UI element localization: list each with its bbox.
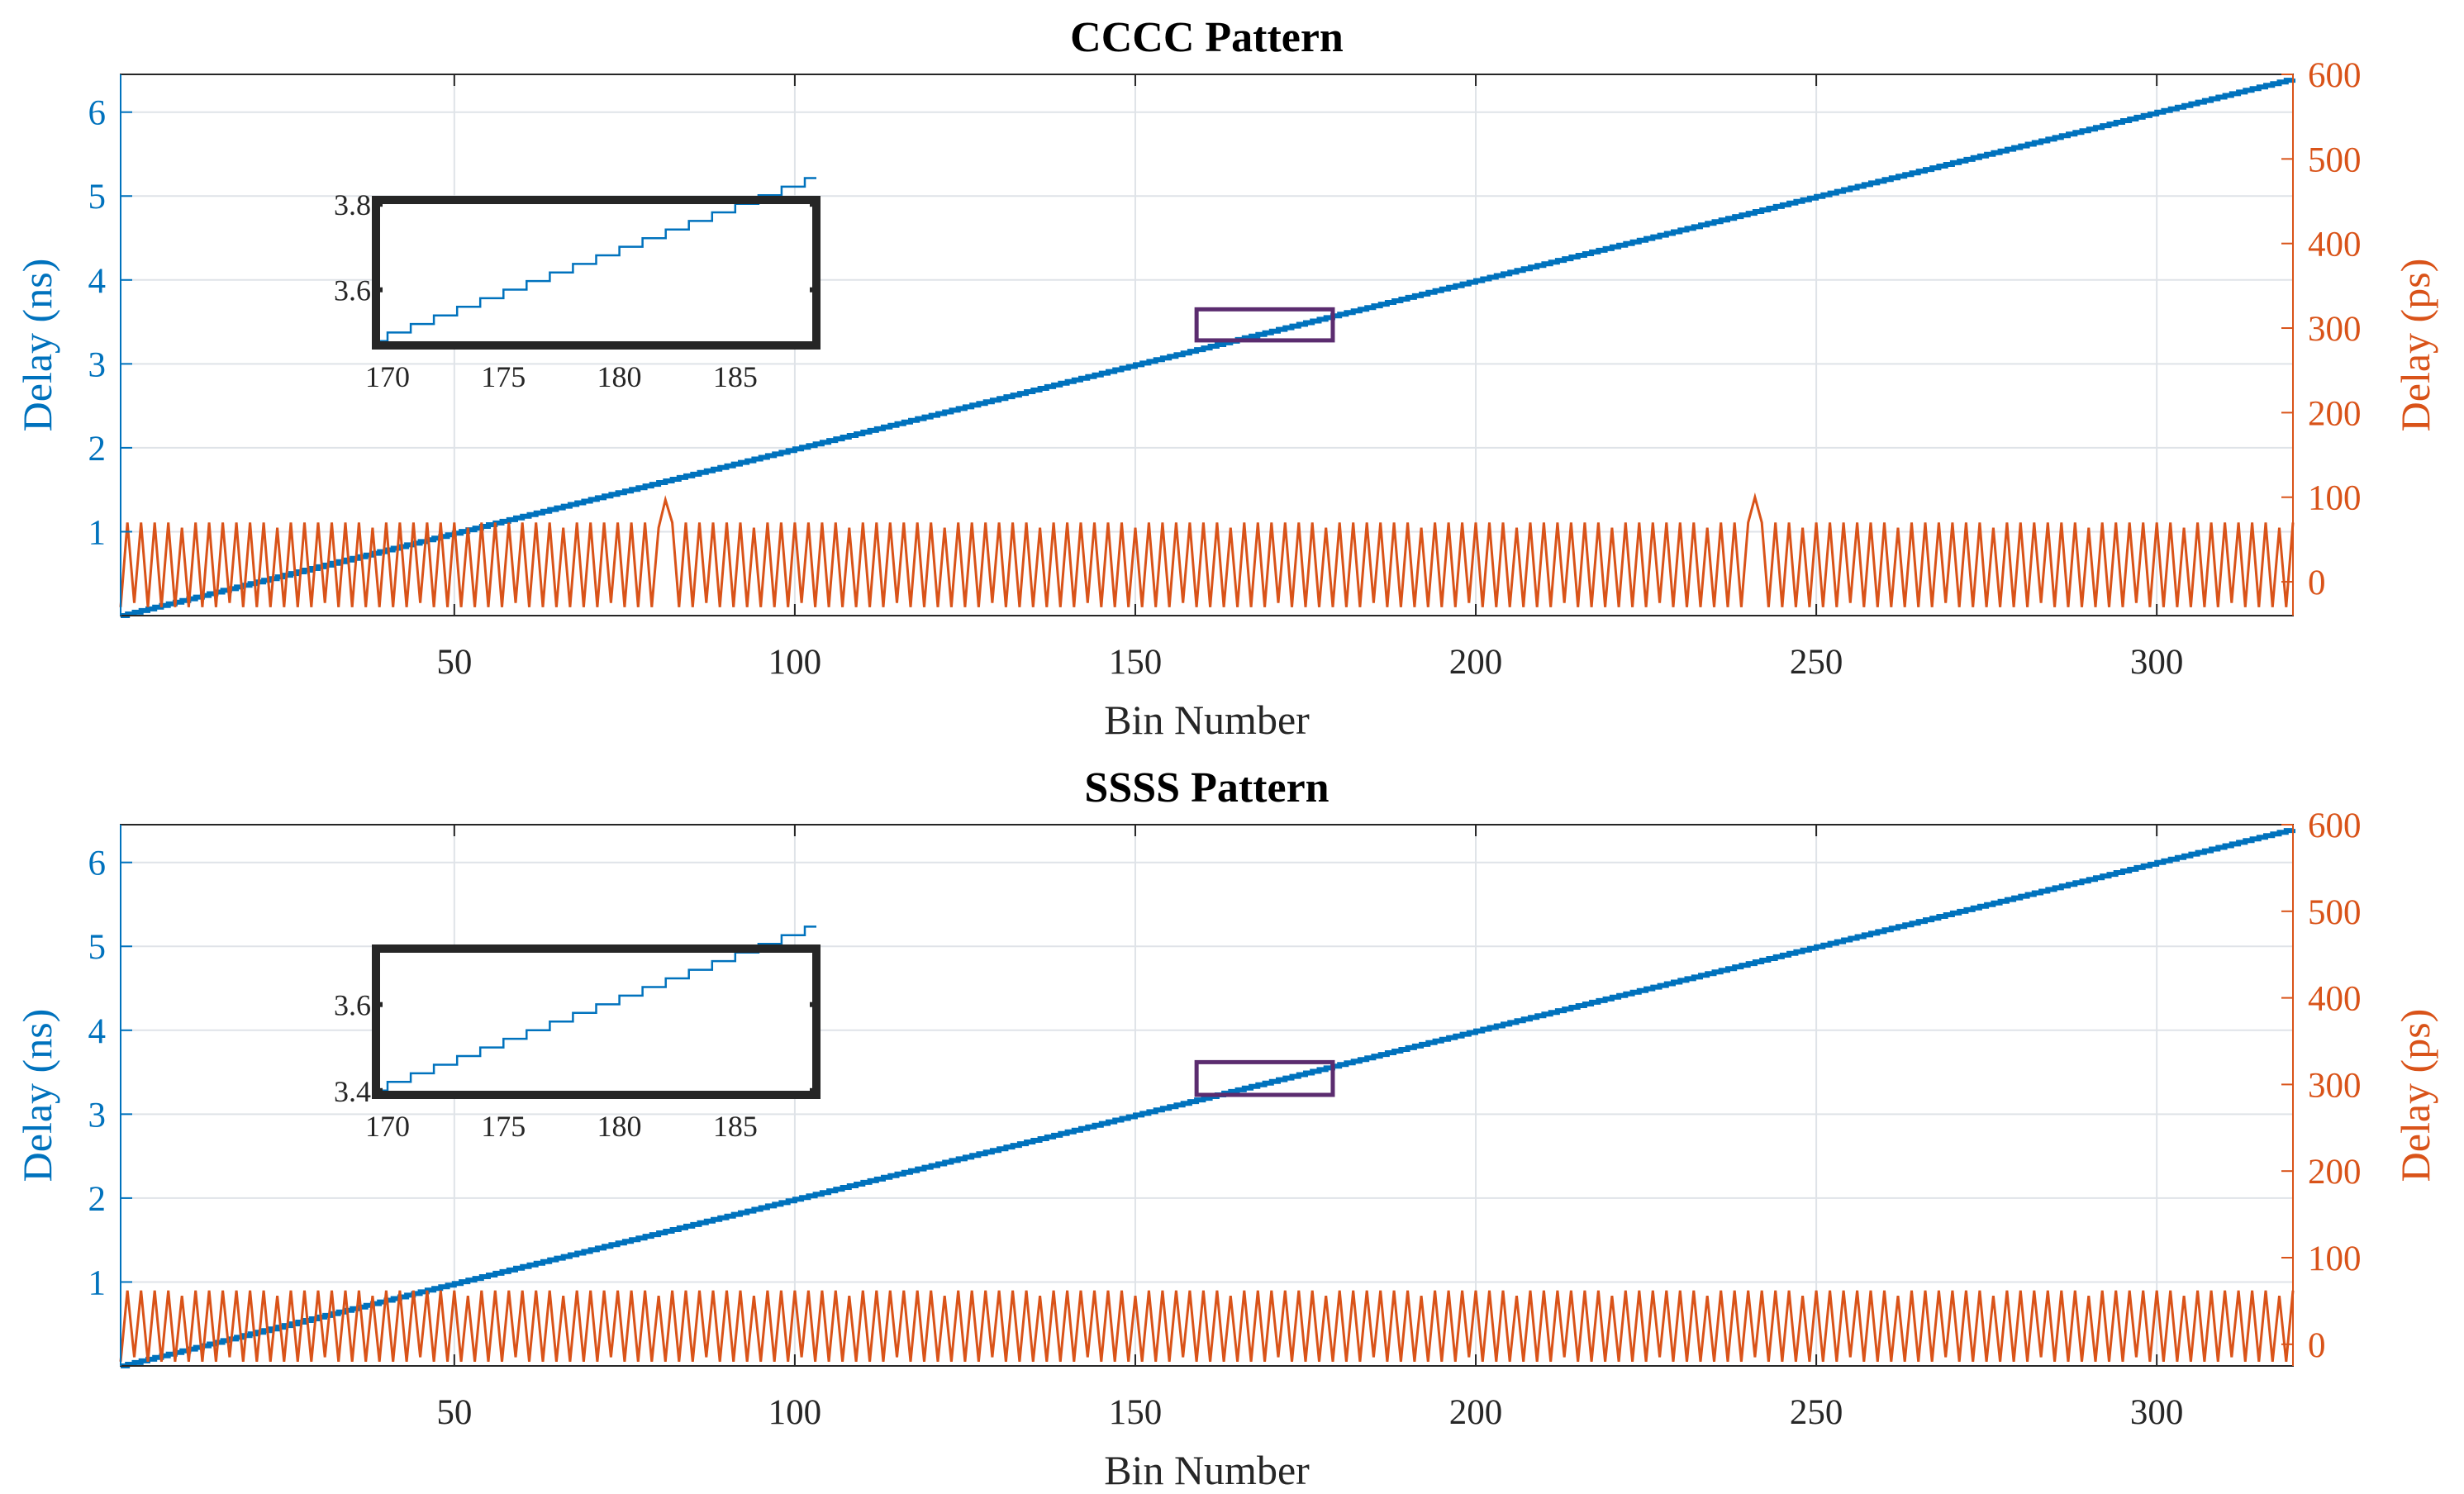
x-tick-label: 200 (1449, 1393, 1503, 1432)
x-tick-label: 50 (436, 1393, 472, 1432)
inset-x-tick-label: 175 (481, 1110, 526, 1143)
y-left-axis-label: Delay (ns) (14, 1009, 60, 1182)
zoom-highlight-box (1194, 1059, 1335, 1097)
inset-y-tick-label: 3.6 (334, 989, 371, 1022)
y-right-tick-label: 200 (2308, 1153, 2362, 1192)
y-right-tick-label: 100 (2308, 1239, 2362, 1278)
y-left-tick-label: 6 (88, 845, 107, 883)
x-tick-label: 100 (768, 643, 822, 682)
delay-ps-sawtooth-line (119, 1290, 2295, 1362)
y-right-tick-label: 0 (2308, 564, 2326, 602)
inset-y-tick-label: 3.8 (334, 188, 371, 221)
x-tick-label: 100 (768, 1393, 822, 1432)
y-right-tick-label: 300 (2308, 1066, 2362, 1105)
x-tick-label: 150 (1109, 1393, 1163, 1432)
inset-y-tick-label: 3.6 (334, 274, 371, 307)
inset-x-tick-label: 170 (365, 360, 410, 393)
y-right-tick-label: 300 (2308, 310, 2362, 349)
x-tick-label: 250 (1790, 643, 1843, 682)
y-left-tick-label: 1 (88, 513, 107, 552)
y-left-tick-label: 4 (88, 262, 107, 301)
y-right-tick-label: 0 (2308, 1326, 2326, 1365)
inset-x-tick-label: 170 (365, 1110, 410, 1143)
y-right-tick-label: 500 (2308, 893, 2362, 932)
y-left-tick-label: 5 (88, 928, 107, 967)
inset-background (376, 949, 816, 1095)
y-right-tick-label: 400 (2308, 980, 2362, 1019)
x-tick-label: 300 (2130, 643, 2184, 682)
delay-ns-staircase-line (121, 828, 2295, 1368)
inset-zoom: 170 175 180 185 3.6 3.8 (334, 177, 821, 393)
x-tick-label: 150 (1109, 643, 1163, 682)
inset-zoom: 170 175 180 185 3.4 3.6 (334, 925, 821, 1143)
inset-frame (372, 944, 821, 1099)
inset-frame (372, 196, 821, 350)
y-right-tick-label: 600 (2308, 56, 2362, 95)
chart-title: CCCC Pattern (1070, 14, 1344, 61)
zoom-highlight-box (1194, 307, 1335, 343)
delay-ns-staircase-line (121, 78, 2295, 618)
y-right-axis-label: Delay (ps) (2392, 259, 2438, 432)
y-left-axis-label: Delay (ns) (14, 259, 60, 432)
chart-title: SSSS Pattern (1084, 764, 1329, 811)
inset-x-tick-label: 180 (597, 1110, 642, 1143)
y-left-tick-label: 2 (88, 1180, 107, 1219)
y-right-tick-label: 500 (2308, 140, 2362, 179)
y-right-axis-label: Delay (ps) (2392, 1009, 2438, 1182)
y-right-tick-label: 600 (2308, 806, 2362, 845)
inset-x-tick-label: 185 (713, 360, 758, 393)
y-left-tick-label: 6 (88, 94, 107, 133)
inset-x-tick-label: 180 (597, 360, 642, 393)
x-axis-label: Bin Number (1104, 1447, 1310, 1493)
x-tick-label: 50 (436, 643, 472, 682)
y-left-tick-label: 1 (88, 1263, 107, 1302)
inset-background (376, 200, 816, 345)
x-tick-label: 250 (1790, 1393, 1843, 1432)
y-left-tick-label: 3 (88, 345, 107, 384)
y-left-tick-label: 3 (88, 1096, 107, 1135)
y-right-tick-label: 100 (2308, 479, 2362, 518)
y-left-tick-label: 5 (88, 178, 107, 216)
y-left-tick-label: 2 (88, 430, 107, 469)
chart-panel-1: 50 100 150 200 250 300 1 2 3 4 5 6 0 100 200 300 400 500 6… (14, 14, 2438, 743)
y-right-tick-label: 400 (2308, 226, 2362, 264)
chart-panel-2: 50 100 150 200 250 300 1 2 3 4 5 6 0 100 200 300 400 500 6… (14, 764, 2438, 1493)
y-right-tick-label: 200 (2308, 394, 2362, 433)
x-axis-label: Bin Number (1104, 697, 1310, 743)
y-left-tick-label: 4 (88, 1012, 107, 1051)
x-tick-label: 200 (1449, 643, 1503, 682)
inset-x-tick-label: 185 (713, 1110, 758, 1143)
inset-y-tick-label: 3.4 (334, 1075, 371, 1108)
inset-x-tick-label: 175 (481, 360, 526, 393)
delay-ps-sawtooth-line (119, 492, 2295, 607)
x-tick-label: 300 (2130, 1393, 2184, 1432)
